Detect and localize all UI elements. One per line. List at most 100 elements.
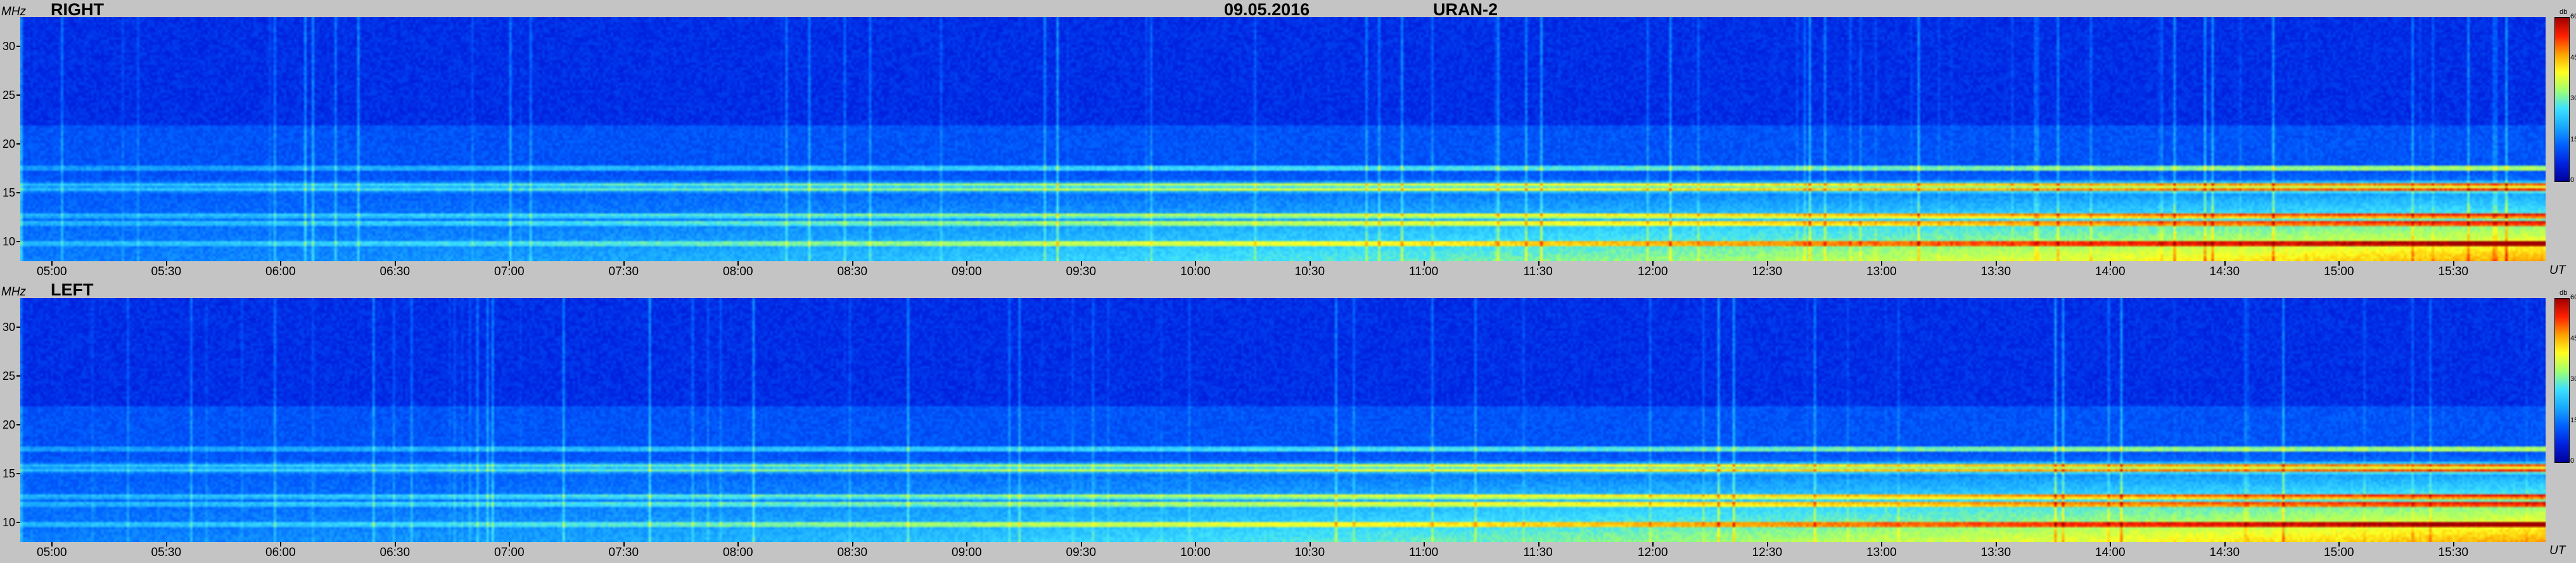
- colorbar-right: [2554, 17, 2570, 182]
- x-tick-label: 05:30: [151, 265, 182, 278]
- panel-title-right: RIGHT: [51, 0, 104, 19]
- x-tick-label: 08:30: [837, 546, 868, 559]
- spectrogram-right: [20, 17, 2546, 261]
- x-tick-mark: [51, 261, 53, 266]
- x-tick-mark: [737, 542, 739, 547]
- x-tick-label: 08:00: [723, 546, 753, 559]
- panel-title-left: LEFT: [51, 280, 94, 299]
- y-tick-label: 30: [3, 321, 16, 334]
- y-tick-label: 10: [3, 235, 16, 249]
- x-tick-label: 11:00: [1409, 265, 1439, 278]
- y-tick-label: 10: [3, 516, 16, 529]
- x-tick-mark: [1652, 542, 1654, 547]
- x-tick-mark: [966, 261, 967, 266]
- x-tick-mark: [394, 261, 396, 266]
- x-tick-mark: [851, 542, 853, 547]
- colorbar-tick-label: 45: [2570, 53, 2576, 61]
- x-axis-unit-left: UT: [2549, 544, 2566, 557]
- x-tick-label: 09:30: [1066, 265, 1097, 278]
- y-tick-mark: [16, 327, 20, 328]
- y-tick-label: 20: [3, 418, 16, 432]
- x-tick-mark: [2224, 261, 2226, 266]
- x-tick-label: 10:00: [1180, 546, 1211, 559]
- x-tick-label: 07:30: [608, 546, 639, 559]
- colorbar-tick-label: 60: [2570, 294, 2576, 301]
- x-tick-label: 12:30: [1752, 265, 1783, 278]
- x-tick-label: 15:30: [2438, 265, 2469, 278]
- x-tick-mark: [165, 261, 167, 266]
- y-tick-mark: [16, 241, 20, 243]
- y-tick-mark: [16, 94, 20, 96]
- x-tick-label: 05:00: [37, 265, 67, 278]
- x-tick-label: 06:00: [265, 546, 296, 559]
- x-tick-mark: [966, 542, 967, 547]
- x-tick-label: 08:30: [837, 265, 868, 278]
- colorbar-tick-label: 60: [2570, 13, 2576, 20]
- x-tick-label: 14:30: [2209, 546, 2240, 559]
- x-tick-label: 11:00: [1409, 546, 1439, 559]
- x-tick-label: 09:00: [952, 546, 982, 559]
- y-tick-mark: [16, 473, 20, 475]
- x-tick-label: 12:00: [1638, 265, 1668, 278]
- x-tick-mark: [2452, 261, 2454, 266]
- y-tick-label: 15: [3, 467, 16, 481]
- x-tick-mark: [1995, 542, 1997, 547]
- x-tick-mark: [1766, 542, 1768, 547]
- x-tick-label: 07:30: [608, 265, 639, 278]
- x-tick-mark: [1080, 261, 1082, 266]
- x-tick-mark: [1995, 261, 1997, 266]
- x-tick-label: 12:30: [1752, 546, 1783, 559]
- x-tick-mark: [623, 542, 625, 547]
- x-tick-mark: [1652, 261, 1654, 266]
- x-tick-label: 10:30: [1294, 265, 1325, 278]
- x-tick-mark: [737, 261, 739, 266]
- x-tick-mark: [2338, 542, 2340, 547]
- x-tick-mark: [2110, 542, 2111, 547]
- x-tick-label: 07:00: [494, 546, 525, 559]
- x-tick-label: 15:30: [2438, 546, 2469, 559]
- x-tick-label: 14:00: [2095, 265, 2126, 278]
- x-tick-mark: [2110, 261, 2111, 266]
- y-tick-mark: [16, 375, 20, 377]
- instrument-label: URAN-2: [1433, 0, 1498, 19]
- y-tick-label: 20: [3, 138, 16, 151]
- spectrogram-left: [20, 298, 2546, 542]
- y-tick-mark: [16, 522, 20, 524]
- x-tick-mark: [165, 542, 167, 547]
- x-tick-mark: [509, 542, 510, 547]
- x-tick-mark: [1538, 542, 1540, 547]
- y-axis-unit-right: MHz: [1, 5, 27, 18]
- x-tick-mark: [2452, 542, 2454, 547]
- x-tick-mark: [394, 542, 396, 547]
- y-tick-mark: [16, 46, 20, 48]
- x-tick-mark: [1424, 542, 1425, 547]
- x-axis-unit-right: UT: [2549, 264, 2566, 277]
- x-tick-mark: [1080, 542, 1082, 547]
- x-tick-mark: [1881, 261, 1882, 266]
- x-tick-label: 13:30: [1980, 546, 2012, 559]
- spectrogram-canvas-right: [20, 17, 2546, 261]
- x-tick-label: 10:00: [1180, 265, 1211, 278]
- x-tick-mark: [280, 261, 281, 266]
- x-tick-mark: [2224, 542, 2226, 547]
- colorbar-unit-left: db: [2560, 289, 2568, 297]
- y-tick-mark: [16, 192, 20, 194]
- x-tick-mark: [851, 261, 853, 266]
- colorbar-unit-right: db: [2560, 8, 2568, 16]
- x-tick-label: 14:30: [2209, 265, 2240, 278]
- x-tick-label: 13:00: [1866, 265, 1897, 278]
- x-tick-label: 09:00: [952, 265, 982, 278]
- x-tick-label: 15:00: [2324, 546, 2354, 559]
- x-tick-label: 11:30: [1523, 546, 1553, 559]
- x-tick-mark: [1766, 261, 1768, 266]
- x-tick-mark: [51, 542, 53, 547]
- colorbar-tick-label: 30: [2570, 375, 2576, 383]
- x-tick-mark: [1195, 261, 1196, 266]
- x-tick-label: 15:00: [2324, 265, 2354, 278]
- x-tick-label: 05:00: [37, 546, 67, 559]
- x-tick-mark: [1309, 261, 1311, 266]
- x-tick-label: 12:00: [1638, 546, 1668, 559]
- x-tick-label: 14:00: [2095, 546, 2126, 559]
- colorbar-tick-label: 15: [2570, 416, 2576, 424]
- colorbar-tick-label: 0: [2570, 176, 2575, 184]
